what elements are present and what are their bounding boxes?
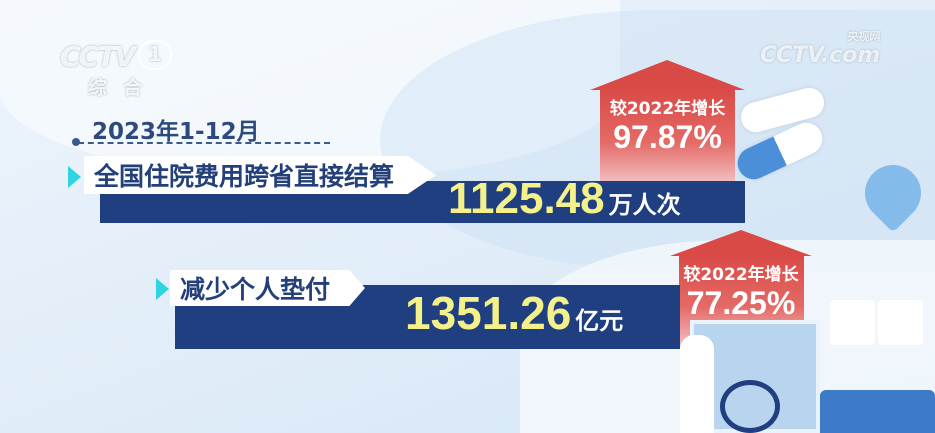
play-triangle-icon xyxy=(156,278,169,300)
timeline-dot xyxy=(72,138,80,146)
watermark-logo: 央视网 CCTV.com xyxy=(760,30,880,69)
period-label: 2023年1-12月 xyxy=(92,119,260,145)
dashed-divider xyxy=(78,142,330,144)
watermark-brand: CCTV.com xyxy=(760,43,881,68)
channel-logo: CCTV 1 综合 xyxy=(60,40,172,100)
stat-label-1: 全国住院费用跨省直接结算 xyxy=(84,156,436,194)
play-triangle-icon xyxy=(68,166,81,188)
nurse-illustration xyxy=(680,335,714,433)
wheelchair-illustration xyxy=(720,380,780,433)
stat-value-1: 1125.48 万人次 xyxy=(448,174,681,223)
growth-badge-1: 较2022年增长 97.87% xyxy=(590,60,745,185)
watermark-sub: 央视网 xyxy=(847,30,881,43)
stat-label-2: 减少个人垫付 xyxy=(170,270,365,306)
lungs-poster-icon xyxy=(830,300,875,345)
stat-value-2: 1351.26 亿元 xyxy=(405,287,624,339)
bench-illustration xyxy=(820,390,935,433)
heart-poster-icon xyxy=(878,300,923,345)
